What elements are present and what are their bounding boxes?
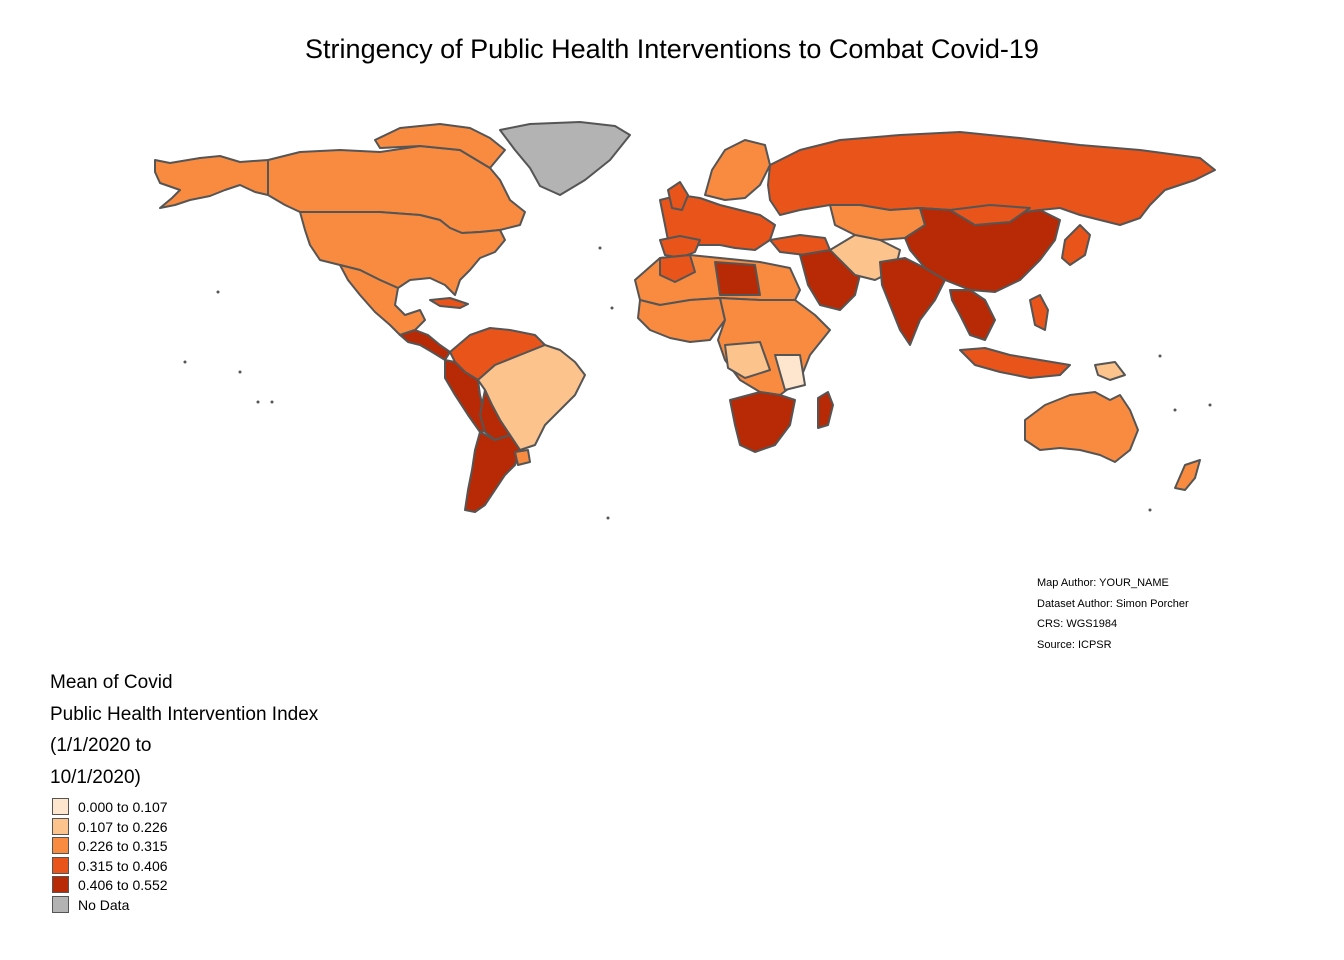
legend-label: 0.226 to 0.315 bbox=[78, 838, 168, 855]
region-central-america bbox=[399, 329, 451, 361]
region-mexico bbox=[339, 264, 426, 336]
region-scandinavia bbox=[704, 139, 771, 201]
legend-swatch bbox=[52, 876, 69, 894]
region-madagascar bbox=[817, 391, 834, 429]
legend-swatch bbox=[52, 817, 69, 835]
region-philippines bbox=[1029, 294, 1049, 331]
region-japan bbox=[1061, 224, 1091, 266]
region-uruguay bbox=[514, 449, 531, 466]
region-new-zealand bbox=[1174, 459, 1201, 491]
region-iberia bbox=[659, 235, 701, 259]
legend-title-line: (1/1/2020 to bbox=[50, 735, 152, 756]
legend-label: 0.107 to 0.226 bbox=[78, 818, 168, 835]
region-libya bbox=[714, 261, 761, 296]
region-kenya-tanzania bbox=[774, 354, 806, 391]
legend-swatch bbox=[52, 798, 69, 815]
legend-label: 0.000 to 0.107 bbox=[78, 799, 168, 815]
legend-swatch bbox=[52, 895, 69, 913]
credit-map-author: Map Author: YOUR_NAME bbox=[1037, 577, 1169, 589]
legend-label: 0.315 to 0.406 bbox=[78, 857, 168, 874]
region-arctic-islands bbox=[374, 123, 506, 169]
credit-crs: CRS: WGS1984 bbox=[1037, 618, 1118, 630]
legend-title: Mean of Covid Public Health Intervention… bbox=[50, 667, 318, 793]
region-india bbox=[879, 257, 946, 346]
map-credits: Map Author: YOUR_NAME Dataset Author: Si… bbox=[1037, 573, 1189, 655]
legend-swatch bbox=[52, 837, 69, 855]
region-argentina-chile bbox=[464, 431, 521, 513]
credit-source: Source: ICPSR bbox=[1037, 638, 1112, 651]
region-papua bbox=[1094, 361, 1126, 381]
legend-swatch bbox=[52, 856, 69, 874]
legend-label: 0.406 to 0.552 bbox=[78, 877, 168, 894]
region-drc bbox=[724, 341, 771, 379]
region-uk bbox=[667, 181, 689, 211]
region-australia bbox=[1024, 391, 1139, 463]
legend-title-line: Mean of Covid bbox=[50, 672, 173, 693]
region-west-africa bbox=[637, 297, 726, 343]
region-greenland bbox=[499, 121, 631, 196]
region-southern-africa bbox=[729, 391, 796, 453]
region-caribbean bbox=[429, 297, 469, 309]
legend-title-line: 10/1/2020) bbox=[50, 766, 141, 788]
region-southeast-asia bbox=[949, 289, 996, 341]
legend-label: No Data bbox=[78, 896, 130, 913]
legend-title-line: Public Health Intervention Index bbox=[50, 703, 319, 725]
credit-dataset-author: Dataset Author: Simon Porcher bbox=[1037, 597, 1189, 610]
region-indonesia bbox=[959, 347, 1071, 379]
region-alaska bbox=[154, 155, 269, 209]
region-morocco bbox=[659, 254, 696, 283]
region-mongolia bbox=[949, 204, 1031, 226]
map-title: Stringency of Public Health Intervention… bbox=[305, 34, 1039, 64]
